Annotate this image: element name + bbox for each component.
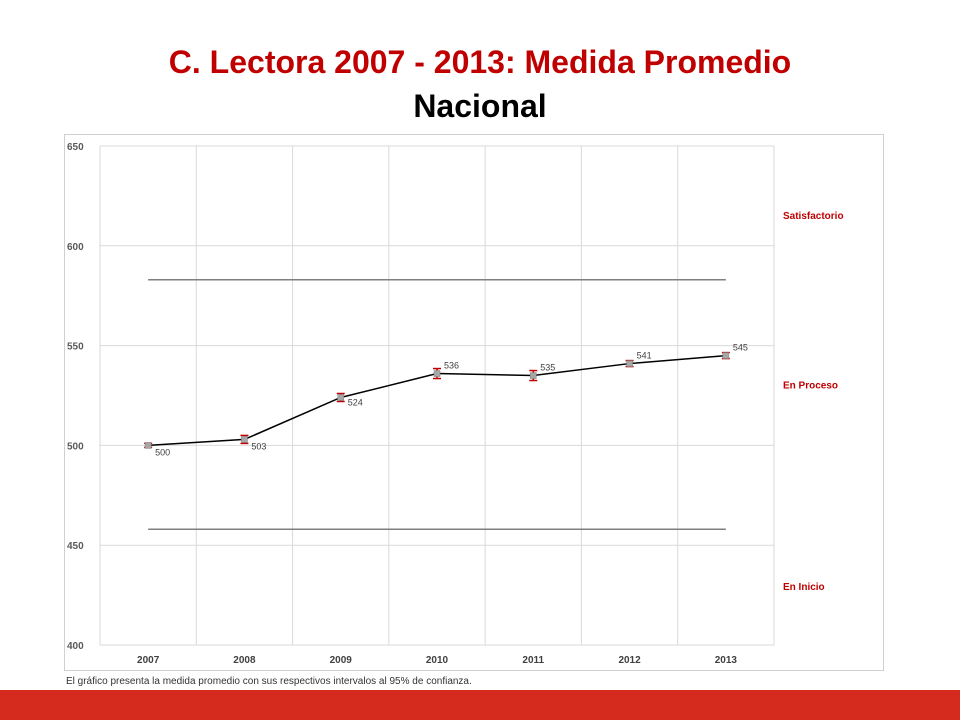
data-point — [241, 436, 248, 443]
x-tick-label: 2008 — [233, 655, 256, 666]
data-point — [722, 352, 730, 359]
title-line-2: Nacional — [413, 88, 547, 124]
slide-title: C. Lectora 2007 - 2013: Medida Promedio … — [0, 40, 960, 128]
data-label: 503 — [251, 441, 266, 451]
data-label: 524 — [348, 397, 363, 407]
zone-label: En Inicio — [783, 582, 825, 593]
x-tick-label: 2013 — [715, 655, 738, 666]
zone-label: En Proceso — [783, 381, 838, 392]
y-tick-label: 450 — [67, 541, 84, 552]
chart-frame: 400 450 500 550 600 650 2007 2008 2009 2010 2011 20… — [64, 134, 884, 671]
x-tick-label: 2007 — [137, 655, 160, 666]
x-tick-label: 2010 — [426, 655, 449, 666]
data-point — [433, 370, 441, 377]
data-point — [337, 394, 344, 401]
line-chart: 400 450 500 550 600 650 2007 2008 2009 2010 2011 20… — [67, 142, 844, 666]
data-label: 500 — [155, 447, 170, 457]
data-point — [530, 372, 537, 379]
zone-label: Satisfactorio — [783, 211, 844, 222]
bottom-accent-bar — [0, 690, 960, 720]
y-tick-label: 550 — [67, 342, 84, 353]
y-tick-label: 400 — [67, 641, 84, 652]
y-tick-label: 500 — [67, 441, 84, 452]
footnote: El gráfico presenta la medida promedio c… — [66, 676, 472, 687]
x-tick-label: 2011 — [522, 655, 544, 666]
y-tick-label: 650 — [67, 142, 84, 153]
data-label: 535 — [540, 363, 555, 373]
y-tick-label: 600 — [67, 242, 84, 253]
data-label: 545 — [733, 343, 748, 353]
data-point — [144, 442, 152, 449]
data-label: 536 — [444, 361, 459, 371]
data-point — [626, 360, 633, 367]
x-tick-label: 2012 — [618, 655, 641, 666]
title-line-1: C. Lectora 2007 - 2013: Medida Promedio — [168, 44, 792, 80]
x-tick-label: 2009 — [330, 655, 353, 666]
data-label: 541 — [637, 351, 652, 361]
